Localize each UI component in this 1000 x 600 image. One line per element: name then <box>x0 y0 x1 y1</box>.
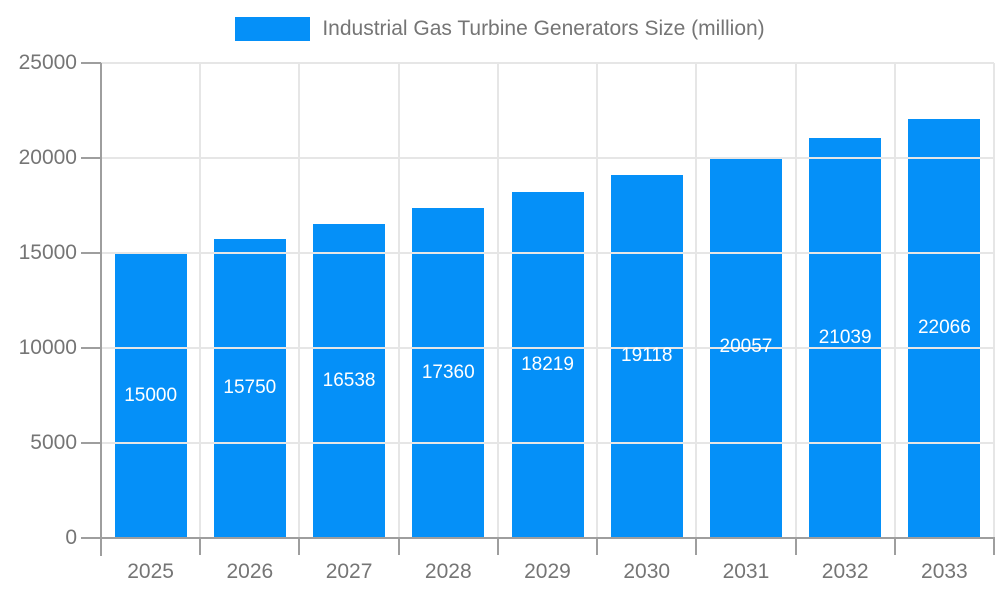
gridline-h <box>101 347 994 349</box>
bar[interactable] <box>114 253 187 538</box>
x-tick-label: 2029 <box>524 560 571 583</box>
gridline-v <box>596 63 599 538</box>
x-tick-mark <box>496 537 499 555</box>
x-tick-label: 2027 <box>325 560 373 583</box>
x-tick-mark <box>993 537 995 555</box>
bar-value-label: 22066 <box>917 317 971 339</box>
y-tick-label: 10000 <box>18 336 77 359</box>
x-tick-label: 2025 <box>127 560 174 583</box>
y-tick-label: 20000 <box>18 146 77 169</box>
bar-value-label: 21039 <box>818 327 872 349</box>
gridline-v <box>893 63 896 538</box>
x-tick-mark <box>596 537 599 555</box>
x-tick-mark <box>397 537 400 555</box>
legend-swatch <box>235 17 311 41</box>
x-tick-mark <box>695 537 698 555</box>
gridline-v <box>397 63 400 538</box>
gridline-h <box>101 252 994 254</box>
bar-value-label: 17360 <box>421 362 475 384</box>
x-axis-line <box>81 537 994 539</box>
bar[interactable] <box>908 118 981 538</box>
x-tick-mark <box>199 537 202 555</box>
y-tick-mark <box>81 62 101 64</box>
gridline-v <box>199 63 202 538</box>
legend[interactable]: Industrial Gas Turbine Generators Size (… <box>0 17 1000 41</box>
bar[interactable] <box>213 238 286 538</box>
x-tick-label: 2031 <box>722 560 770 583</box>
y-tick-mark <box>81 347 101 349</box>
gridline-h <box>101 62 994 64</box>
x-tick-label: 2028 <box>424 560 472 583</box>
y-tick-label: 0 <box>65 526 77 549</box>
y-tick-mark <box>81 157 101 159</box>
gridline-h <box>101 157 994 159</box>
gridline-v <box>993 63 995 538</box>
x-tick-mark <box>298 537 301 555</box>
gridline-v <box>298 63 301 538</box>
x-tick-label: 2026 <box>226 560 274 583</box>
bar[interactable] <box>511 191 584 538</box>
bar-value-label: 15750 <box>223 377 277 399</box>
x-tick-label: 2030 <box>623 560 671 583</box>
bar[interactable] <box>412 208 485 538</box>
bar[interactable] <box>313 223 386 538</box>
bar-value-label: 16538 <box>322 369 376 391</box>
y-tick-label: 25000 <box>18 51 77 74</box>
x-tick-mark <box>794 537 797 555</box>
gridline-v <box>496 63 499 538</box>
y-axis-line <box>100 63 102 556</box>
bar[interactable] <box>610 174 683 538</box>
legend-label: Industrial Gas Turbine Generators Size (… <box>322 17 765 40</box>
y-tick-label: 5000 <box>30 431 77 454</box>
x-tick-label: 2033 <box>921 560 968 583</box>
bar-value-label: 15000 <box>124 384 178 406</box>
x-tick-label: 2032 <box>821 560 869 583</box>
gridline-v <box>695 63 698 538</box>
y-tick-mark <box>81 442 101 444</box>
bar-value-label: 20057 <box>719 336 773 358</box>
bar-value-label: 19118 <box>621 345 673 367</box>
bar[interactable] <box>809 138 882 538</box>
y-tick-mark <box>81 252 101 254</box>
y-tick-label: 15000 <box>18 241 77 264</box>
bar-value-label: 18219 <box>521 353 574 375</box>
gridline-v <box>794 63 797 538</box>
x-tick-mark <box>893 537 896 555</box>
gridline-h <box>101 442 994 444</box>
